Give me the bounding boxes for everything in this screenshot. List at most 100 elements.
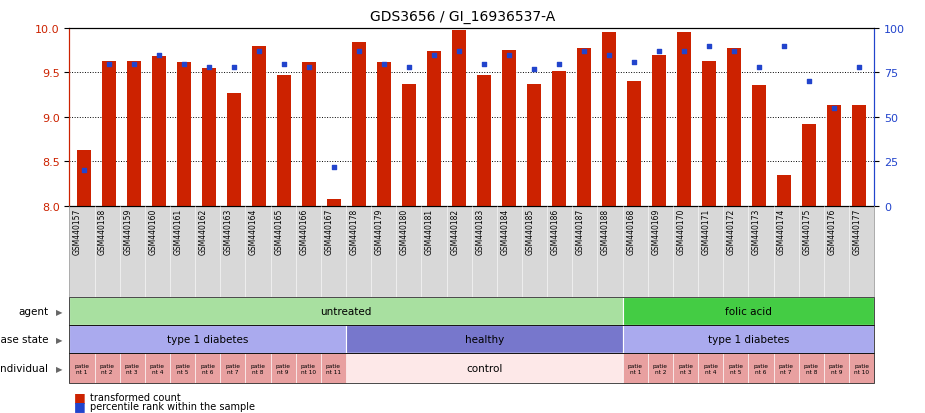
Text: GSM440184: GSM440184	[500, 209, 510, 255]
Text: GSM440177: GSM440177	[853, 209, 861, 255]
Text: patie
nt 1: patie nt 1	[628, 363, 643, 374]
Text: patie
nt 5: patie nt 5	[728, 363, 744, 374]
Text: GSM440178: GSM440178	[350, 209, 359, 255]
Point	[552, 61, 567, 68]
Text: patie
nt 10: patie nt 10	[854, 363, 870, 374]
Point	[451, 49, 466, 55]
Text: disease state: disease state	[0, 335, 48, 344]
Bar	[78, 151, 92, 206]
Bar	[852, 105, 866, 206]
Text: GSM440186: GSM440186	[550, 209, 560, 255]
Text: patie
nt 2: patie nt 2	[653, 363, 668, 374]
Point	[727, 49, 742, 55]
Point	[577, 49, 592, 55]
Text: GSM440157: GSM440157	[73, 209, 82, 255]
Point	[502, 52, 517, 59]
Text: GSM440166: GSM440166	[300, 209, 308, 255]
Text: GSM440164: GSM440164	[249, 209, 258, 255]
Text: GSM440179: GSM440179	[375, 209, 384, 255]
Bar	[253, 47, 266, 207]
Text: patie
nt 3: patie nt 3	[125, 363, 140, 374]
Text: GSM440174: GSM440174	[777, 209, 786, 255]
Text: GSM440168: GSM440168	[626, 209, 635, 255]
Bar	[777, 176, 791, 206]
Bar	[527, 85, 541, 206]
Bar	[727, 48, 741, 206]
Text: GSM440161: GSM440161	[174, 209, 182, 255]
Point	[177, 61, 191, 68]
Point	[376, 61, 391, 68]
Text: GSM440158: GSM440158	[98, 209, 107, 255]
Text: folic acid: folic acid	[725, 306, 771, 316]
Bar	[652, 55, 666, 206]
Text: type 1 diabetes: type 1 diabetes	[167, 335, 249, 344]
Text: GSM440180: GSM440180	[400, 209, 409, 255]
Bar	[452, 31, 466, 206]
Text: patie
nt 8: patie nt 8	[251, 363, 265, 374]
Bar	[128, 62, 142, 206]
Text: GSM440165: GSM440165	[274, 209, 283, 255]
Point	[152, 52, 166, 59]
Text: GSM440183: GSM440183	[475, 209, 485, 255]
Bar	[502, 51, 516, 206]
Text: patie
nt 8: patie nt 8	[804, 363, 819, 374]
Point	[352, 49, 366, 55]
Point	[627, 59, 642, 66]
Text: untreated: untreated	[320, 306, 372, 316]
Text: individual: individual	[0, 363, 48, 373]
Text: GSM440167: GSM440167	[325, 209, 333, 255]
Point	[852, 65, 867, 71]
Text: GSM440170: GSM440170	[676, 209, 685, 255]
Text: patie
nt 7: patie nt 7	[779, 363, 794, 374]
Bar	[278, 76, 291, 206]
Text: GSM440173: GSM440173	[752, 209, 761, 255]
Bar	[352, 43, 366, 206]
Text: ▶: ▶	[56, 335, 62, 344]
Text: patie
nt 6: patie nt 6	[200, 363, 216, 374]
Text: GSM440188: GSM440188	[601, 209, 610, 254]
Bar	[802, 125, 816, 206]
Text: transformed count: transformed count	[90, 392, 180, 401]
Text: patie
nt 3: patie nt 3	[678, 363, 693, 374]
Point	[227, 65, 241, 71]
Text: GSM440172: GSM440172	[727, 209, 735, 255]
Bar	[552, 71, 566, 206]
Text: ▶: ▶	[56, 307, 62, 316]
Text: patie
nt 1: patie nt 1	[74, 363, 90, 374]
Point	[677, 49, 692, 55]
Text: GSM440159: GSM440159	[123, 209, 132, 255]
Point	[802, 79, 817, 85]
Point	[327, 164, 341, 171]
Point	[652, 49, 667, 55]
Text: patie
nt 4: patie nt 4	[150, 363, 165, 374]
Text: GSM440171: GSM440171	[702, 209, 710, 255]
Text: ■: ■	[74, 390, 86, 403]
Text: patie
nt 2: patie nt 2	[100, 363, 115, 374]
Text: patie
nt 6: patie nt 6	[754, 363, 769, 374]
Text: GSM440162: GSM440162	[199, 209, 208, 255]
Text: GSM440160: GSM440160	[148, 209, 157, 255]
Point	[302, 65, 316, 71]
Point	[702, 43, 717, 50]
Point	[777, 43, 792, 50]
Text: patie
nt 7: patie nt 7	[226, 363, 240, 374]
Text: patie
nt 10: patie nt 10	[301, 363, 315, 374]
Bar	[103, 62, 117, 206]
Bar	[627, 82, 641, 206]
Bar	[228, 94, 241, 206]
Point	[426, 52, 441, 59]
Point	[202, 65, 216, 71]
Text: GSM440185: GSM440185	[525, 209, 535, 255]
Bar	[153, 57, 166, 206]
Text: type 1 diabetes: type 1 diabetes	[708, 335, 789, 344]
Text: GDS3656 / GI_16936537-A: GDS3656 / GI_16936537-A	[370, 10, 555, 24]
Point	[127, 61, 142, 68]
Bar	[752, 86, 766, 206]
Bar	[827, 105, 841, 206]
Bar	[302, 63, 316, 206]
Text: GSM440169: GSM440169	[651, 209, 660, 255]
Point	[752, 65, 767, 71]
Text: GSM440175: GSM440175	[802, 209, 811, 255]
Bar	[327, 199, 341, 206]
Point	[827, 105, 842, 112]
